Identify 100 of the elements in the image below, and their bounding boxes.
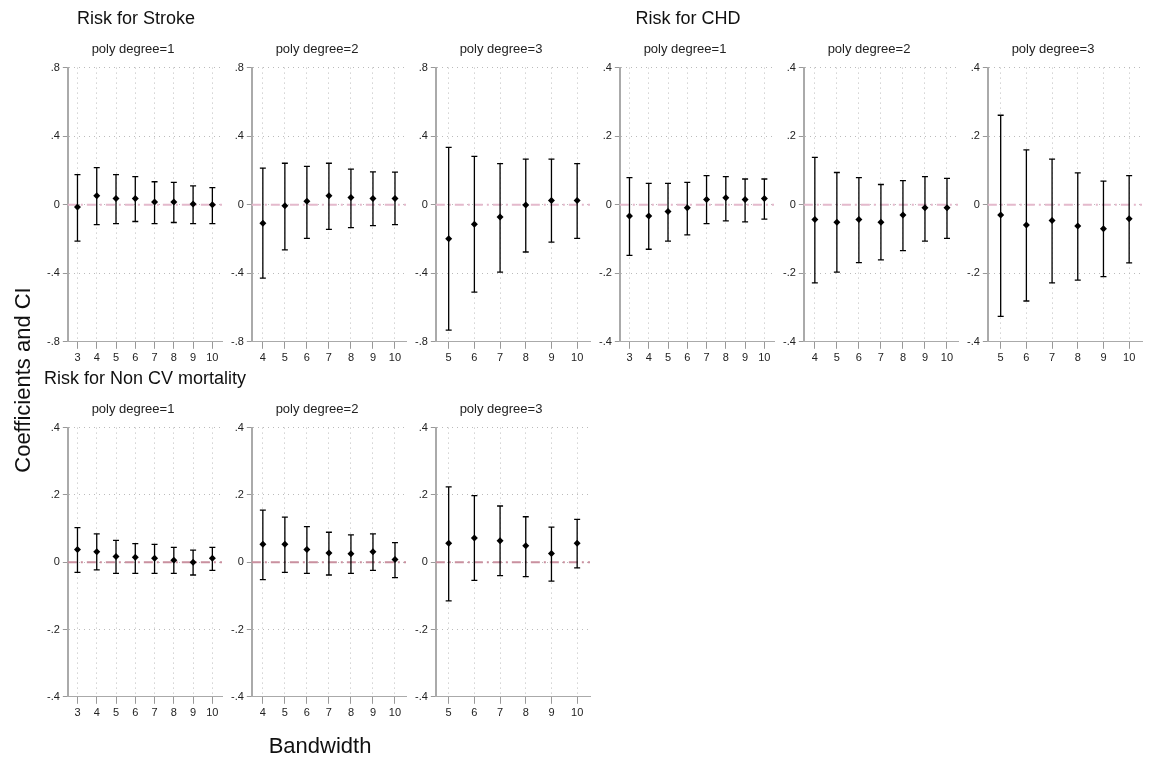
x-axis-title: Bandwidth [267, 733, 373, 759]
x-tick-label: 9 [369, 351, 377, 364]
x-tick-label: 7 [497, 706, 504, 719]
y-tick-label: 0 [53, 555, 60, 568]
y-tick-label: -.8 [46, 334, 60, 347]
y-tick-label: -.4 [782, 334, 796, 347]
y-tick-label: -.2 [598, 266, 612, 279]
x-tick-label: 10 [571, 706, 584, 719]
y-tick-label: 0 [789, 197, 796, 210]
x-tick-label: 8 [522, 351, 529, 364]
x-tick-label: 4 [811, 351, 818, 364]
chart-subtitle: poly degree=1 [643, 41, 727, 57]
x-tick-label: 5 [664, 351, 672, 364]
y-tick-label: 0 [605, 197, 612, 210]
chart-subtitle: poly degree=1 [91, 401, 175, 417]
x-tick-label: 9 [1100, 351, 1107, 364]
x-tick-label: 6 [471, 706, 478, 719]
x-tick-label: 10 [206, 706, 219, 719]
x-tick-label: 6 [855, 351, 862, 364]
x-tick-label: 6 [1023, 351, 1030, 364]
y-tick-label: -.2 [230, 622, 244, 635]
x-tick-label: 7 [151, 351, 158, 364]
y-tick-label: -.4 [414, 689, 428, 702]
chart-title: Risk for Stroke [76, 8, 196, 29]
x-tick-label: 6 [303, 351, 310, 364]
x-tick-label: 9 [742, 351, 749, 364]
x-tick-label: 7 [703, 351, 710, 364]
y-tick-label: 0 [237, 555, 244, 568]
y-tick-label: .2 [418, 487, 428, 500]
x-tick-label: 8 [1074, 351, 1081, 364]
y-tick-label: .8 [418, 60, 428, 73]
y-tick-label: -.4 [414, 266, 428, 279]
x-tick-label: 5 [112, 351, 120, 364]
y-tick-label: .4 [786, 60, 796, 73]
y-tick-label: 0 [421, 555, 428, 568]
x-tick-label: 7 [877, 351, 884, 364]
x-tick-label: 5 [281, 706, 288, 719]
y-tick-label: .2 [970, 129, 980, 142]
y-tick-label: -.4 [230, 689, 244, 702]
chart-subtitle: poly degree=3 [1011, 41, 1095, 57]
x-tick-label: 9 [369, 706, 377, 719]
y-tick-label: .4 [602, 60, 612, 73]
y-tick-label: .2 [786, 129, 796, 142]
y-tick-label: .4 [970, 60, 980, 73]
y-tick-label: -.2 [782, 266, 796, 279]
chart-subtitle: poly degree=2 [275, 401, 359, 417]
x-tick-label: 6 [132, 351, 139, 364]
y-tick-label: .4 [50, 420, 60, 433]
y-tick-label: 0 [421, 197, 428, 210]
y-tick-label: .2 [50, 487, 60, 500]
x-tick-label: 3 [626, 351, 633, 364]
x-tick-label: 10 [388, 706, 402, 719]
x-tick-label: 10 [388, 351, 402, 364]
x-tick-label: 5 [281, 351, 288, 364]
x-tick-label: 10 [1123, 351, 1136, 364]
x-tick-label: 3 [74, 351, 81, 364]
x-tick-label: 9 [548, 351, 555, 364]
y-tick-label: .2 [602, 129, 612, 142]
x-tick-label: 6 [471, 351, 478, 364]
y-tick-label: .8 [50, 60, 60, 73]
y-tick-label: -.4 [46, 689, 60, 702]
x-tick-label: 8 [170, 351, 177, 364]
y-tick-label: -.2 [46, 622, 60, 635]
chart-subtitle: poly degree=1 [91, 41, 175, 57]
x-tick-label: 7 [325, 351, 332, 364]
x-tick-label: 4 [259, 351, 266, 364]
x-tick-label: 8 [347, 706, 354, 719]
x-tick-label: 5 [997, 351, 1004, 364]
x-tick-label: 4 [259, 706, 266, 719]
y-tick-label: .4 [418, 129, 428, 142]
x-tick-label: 5 [445, 706, 452, 719]
y-tick-label: -.2 [414, 622, 428, 635]
x-tick-label: 5 [833, 351, 840, 364]
y-tick-label: .4 [418, 420, 428, 433]
x-tick-label: 8 [347, 351, 354, 364]
x-tick-label: 10 [940, 351, 954, 364]
x-tick-label: 9 [921, 351, 929, 364]
y-tick-label: 0 [53, 197, 60, 210]
chart-title: Risk for CHD [634, 8, 742, 29]
y-tick-label: -.4 [230, 266, 244, 279]
chart-subtitle: poly degree=3 [459, 401, 543, 417]
y-tick-label: .8 [234, 60, 244, 73]
x-tick-label: 8 [522, 706, 529, 719]
x-tick-label: 10 [206, 351, 219, 364]
y-tick-label: .4 [234, 129, 244, 142]
y-tick-label: .2 [234, 487, 244, 500]
y-tick-label: .4 [50, 129, 60, 142]
y-axis-title: Coefficients and CI [9, 287, 36, 473]
x-tick-label: 6 [684, 351, 691, 364]
chart-subtitle: poly degree=2 [827, 41, 911, 57]
x-tick-label: 10 [571, 351, 584, 364]
x-tick-label: 8 [170, 706, 177, 719]
x-tick-label: 8 [899, 351, 906, 364]
x-tick-label: 9 [190, 706, 197, 719]
y-tick-label: 0 [973, 197, 980, 210]
x-tick-label: 8 [722, 351, 729, 364]
x-tick-label: 9 [548, 706, 555, 719]
y-tick-label: -.4 [598, 334, 612, 347]
y-tick-label: -.2 [966, 266, 980, 279]
x-tick-label: 6 [303, 706, 310, 719]
